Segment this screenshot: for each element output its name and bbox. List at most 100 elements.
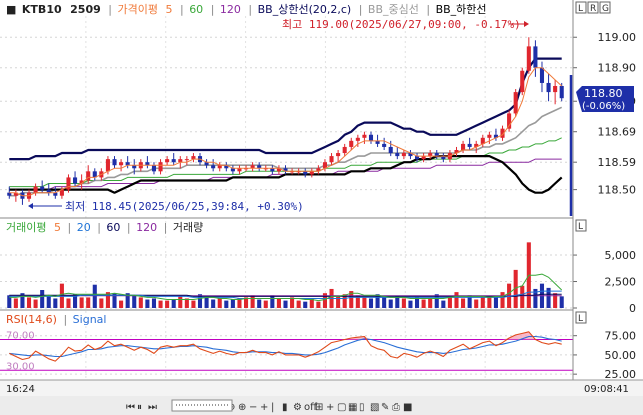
toolbar-button[interactable]: | [271,402,274,413]
toolbar-button[interactable]: ⊕ [238,402,246,413]
volume-bar [217,298,222,308]
legend-ma5: 5 [165,3,172,16]
candle-body [211,165,216,169]
candle-body [507,113,512,129]
candle-body [500,128,505,138]
toolbar-button[interactable]: + [326,402,334,413]
volume-bar [290,297,295,308]
rsi-tick-label: 75.00 [605,330,637,343]
bb-upper-line [9,57,562,161]
toolbar-button[interactable]: ▧ [370,402,379,413]
toolbar-button[interactable]: ⎙ [392,402,400,413]
volume-bar [250,295,255,308]
candle-body [184,159,189,161]
volume-bar [257,299,262,308]
toolbar-button[interactable]: ⏭ [148,402,157,413]
legend-vol-ma120: 120 [136,221,157,234]
price-plot[interactable] [7,37,564,205]
horizontal-scrollbar[interactable] [171,399,233,412]
candle-body [401,153,406,157]
candle-body [125,162,130,166]
toolbar-button[interactable]: ⚙ [293,402,302,413]
candle-body [165,159,170,163]
volume-bar [375,294,380,308]
toolbar [0,396,643,415]
candle-body [322,162,327,169]
volume-bar [237,298,242,308]
candle-body [513,92,518,114]
price-tick-label: 118.50 [598,184,637,197]
volume-bar [66,298,71,308]
toolbar-button[interactable]: ⏮ [126,402,135,413]
toolbar-button[interactable]: ⊞ [315,402,323,413]
volume-bar [559,296,564,308]
volume-bar [362,297,367,308]
rsi-plot[interactable]: 70.00 30.00 [0,331,573,373]
legend-marker: ■ [6,3,16,16]
volume-bar [171,299,176,308]
volume-bar [428,298,433,308]
candle-body [349,140,354,147]
current-change: (-0.06%) [582,101,625,112]
volume-bar [105,292,110,308]
candle-body [336,153,341,157]
volume-tick-label: 0 [629,302,636,315]
volume-bar [388,299,393,308]
legend-vol-ma60: 60 [106,221,120,234]
toolbar-button[interactable]: off [304,402,318,413]
volume-bar [20,293,25,308]
candle-body [171,159,176,163]
tag-l-rsi[interactable]: L [578,314,583,324]
toolbar-buttons[interactable]: ⏮⏸⏭⊖⊕−+|▮⚙off⊞+▢▦▯▧✎⎙■ [126,402,412,413]
right-panel-tags[interactable]: L R G L L [575,1,611,324]
legend-vol-ma5: 5 [54,221,61,234]
candle-body [388,146,393,154]
candle-body [316,168,321,172]
toolbar-button[interactable]: ⏸ [137,402,142,413]
candle-body [553,86,558,93]
tag-l-volume[interactable]: L [578,222,583,232]
volume-legend: 거래이평 5 | 20 | 60 | 120 | 거래량 [6,221,203,234]
volume-bar [434,294,439,308]
volume-bar [276,298,281,308]
candle-body [441,156,446,160]
toolbar-button[interactable]: + [260,402,268,413]
candle-body [46,189,51,193]
volume-bar [263,300,268,308]
volume-bar [421,299,426,308]
toolbar-button[interactable]: ▯ [359,402,365,413]
candle-body [178,159,183,163]
candle-body [53,192,58,196]
volume-bar [158,300,163,308]
volume-bar [184,298,189,308]
tag-g[interactable]: G [602,4,609,14]
volume-bar [461,298,466,308]
volume-bar [230,299,235,308]
candle-body [86,171,91,181]
tag-r[interactable]: R [590,4,596,14]
toolbar-button[interactable]: ▢ [337,402,346,413]
volume-plot[interactable] [7,242,564,308]
toolbar-button[interactable]: ✎ [381,402,389,413]
volume-bar [493,297,498,308]
legend-vol-ma20: 20 [77,221,91,234]
legend-vol-ma-label: 거래이평 [6,221,46,234]
tag-l[interactable]: L [578,4,583,14]
candle-body [79,180,84,184]
toolbar-button[interactable]: ▮ [282,402,288,413]
toolbar-button[interactable]: ▦ [348,402,357,413]
volume-bar [513,269,518,308]
candle-body [408,153,413,157]
toolbar-button[interactable]: − [249,402,257,413]
candle-body [329,156,334,163]
price-tick-label: 118.90 [598,62,637,75]
volume-bar [454,292,459,308]
toolbar-button[interactable]: ■ [403,402,412,413]
rsi-tick-label: 25.00 [605,368,637,381]
candle-body [414,156,420,160]
candle-body [480,137,485,144]
volume-bar [211,299,216,308]
time-right: 09:08:41 [584,384,629,395]
candle-body [526,46,531,71]
